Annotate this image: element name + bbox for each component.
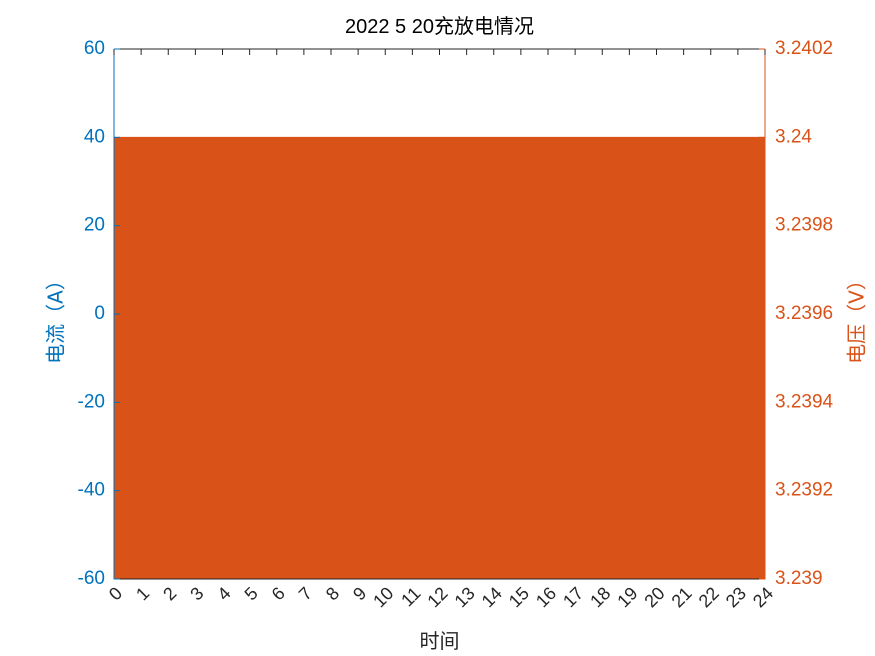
- x-tick-label: 9: [349, 583, 370, 604]
- x-tick-label: 5: [241, 583, 262, 604]
- x-tick-label: 0: [105, 583, 126, 604]
- x-tick-label: 6: [268, 583, 289, 604]
- left-y-tick-label: -40: [78, 480, 105, 501]
- series-area-0: [113, 136, 766, 580]
- x-tick-label: 19: [613, 583, 641, 611]
- x-tick-label: 8: [322, 583, 343, 604]
- left-y-tick-label: 0: [94, 303, 105, 324]
- x-tick-label: 13: [451, 583, 479, 611]
- right-y-tick-label: 3.2394: [775, 391, 834, 412]
- x-tick-label: 11: [397, 583, 424, 610]
- x-tick-label: 15: [505, 583, 533, 611]
- chart-title: 2022 5 20充放电情况: [345, 15, 534, 38]
- right-y-tick-label: 3.2398: [775, 215, 833, 236]
- x-tick-label: 4: [213, 583, 234, 604]
- x-tick-label: 24: [749, 583, 777, 611]
- x-tick-label: 20: [640, 583, 668, 611]
- left-y-tick-label: 60: [84, 38, 105, 59]
- right-y-axis-label: 电压（V）: [845, 270, 869, 364]
- x-tick-label: 2: [159, 583, 180, 604]
- right-y-tick-label: 3.24: [775, 126, 812, 147]
- right-y-tick-label: 3.239: [775, 568, 823, 589]
- x-tick-label: 16: [532, 583, 560, 611]
- right-y-tick-label: 3.2392: [775, 480, 833, 501]
- x-tick-label: 12: [423, 583, 451, 611]
- x-tick-label: 22: [695, 583, 723, 611]
- left-y-axis-label: 电流（A）: [44, 270, 68, 364]
- x-tick-label: 1: [132, 583, 153, 604]
- right-y-tick-label: 3.2402: [775, 38, 833, 59]
- x-tick-label: 18: [586, 583, 614, 611]
- left-y-tick-label: 40: [84, 126, 105, 147]
- x-tick-label: 21: [668, 583, 696, 611]
- x-tick-label: 10: [369, 583, 397, 611]
- x-tick-label: 3: [186, 583, 207, 604]
- left-y-tick-label: 20: [84, 215, 105, 236]
- x-tick-label: 23: [722, 583, 750, 611]
- x-axis-label: 时间: [420, 629, 460, 653]
- left-y-tick-label: -20: [78, 391, 105, 412]
- x-tick-label: 14: [478, 583, 506, 611]
- x-tick-label: 17: [559, 583, 587, 611]
- left-y-tick-label: -60: [78, 568, 105, 589]
- x-tick-label: 7: [295, 583, 316, 604]
- right-y-tick-label: 3.2396: [775, 303, 833, 324]
